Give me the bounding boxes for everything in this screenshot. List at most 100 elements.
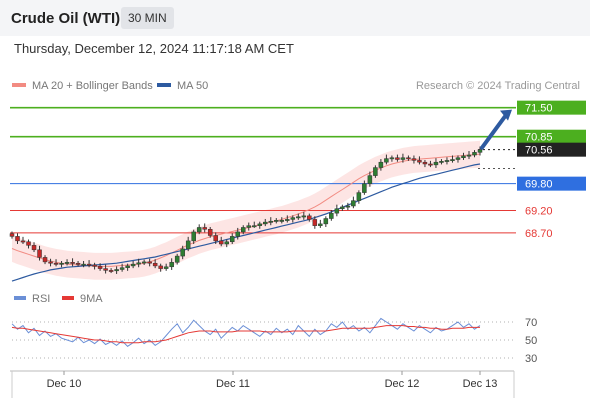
timestamp: Thursday, December 12, 2024 11:17:18 AM … (14, 41, 294, 56)
candle-body (257, 223, 263, 226)
candle-body (26, 241, 31, 246)
legend-rsi-swatch (14, 296, 26, 301)
candle-body (185, 240, 191, 250)
legend-9ma-swatch (62, 296, 74, 301)
candle-body (406, 157, 411, 160)
candle-body (334, 208, 340, 214)
candle-body (246, 225, 252, 228)
level-tag-70.85 (517, 129, 586, 144)
candle-body (97, 266, 103, 269)
candle-body (411, 158, 417, 161)
candle-body (373, 167, 378, 176)
candle-body (362, 183, 367, 193)
candle-body (191, 231, 196, 242)
candle-body (125, 265, 130, 268)
candle-body (240, 227, 246, 233)
candle-body (312, 219, 318, 226)
candle-body (417, 160, 422, 163)
interval-badge[interactable]: 30 MIN (121, 7, 174, 29)
candle-body (395, 157, 400, 160)
level-tag-71.50 (517, 100, 586, 115)
candle-body (323, 218, 329, 225)
candle-body (439, 161, 444, 163)
candle-body (9, 233, 15, 237)
candle-body (400, 157, 406, 160)
candle-body (296, 216, 301, 219)
candle-body (274, 220, 279, 222)
candle-body (340, 206, 345, 209)
candle-body (53, 262, 59, 265)
bollinger-band (12, 140, 480, 280)
candle-body (307, 215, 312, 220)
candle-body (75, 262, 81, 265)
legend-ma50: MA 50 (157, 80, 208, 92)
candle-body (108, 270, 114, 272)
candle-body (92, 264, 97, 267)
candle-body (433, 161, 439, 166)
legend-ma20-label: MA 20 + Bollinger Bands (32, 80, 153, 92)
candle-body (202, 227, 207, 230)
candle-body (367, 175, 373, 184)
level-label-68.70: 68.70 (525, 228, 553, 240)
level-label-69.20: 69.20 (525, 205, 553, 217)
candle-body (130, 263, 136, 267)
candle-body (472, 152, 477, 156)
legend-rsi-label: RSI (32, 293, 51, 305)
rsi-tick-50: 50 (525, 335, 537, 347)
candle-body (444, 160, 450, 162)
credit-text: Research © 2024 Trading Central (415, 80, 580, 92)
candle-body (428, 163, 433, 166)
candle-body (169, 262, 174, 268)
candle-body (268, 220, 274, 223)
candle-body (147, 261, 152, 264)
legend-ma50-swatch (157, 83, 171, 88)
instrument-title: Crude Oil (WTI) (11, 10, 121, 27)
candle-body (301, 215, 307, 218)
candle-body (389, 157, 395, 160)
candle-body (48, 261, 53, 264)
candle-body (422, 161, 428, 165)
candle-body (207, 228, 213, 236)
rsi-series-rsi (11, 317, 481, 347)
candle-body (384, 158, 389, 163)
candle-body (20, 240, 26, 243)
x-label-Dec 12: Dec 12 (385, 378, 420, 390)
candle-body (477, 149, 483, 153)
candle-body (351, 200, 356, 207)
candle-body (119, 267, 125, 270)
candle-body (229, 236, 235, 243)
candle-body (252, 225, 257, 228)
candle-body (59, 262, 64, 265)
rsi-series-9ma (11, 325, 480, 344)
candle-body (461, 155, 466, 158)
candle-body (37, 249, 42, 258)
candle-body (450, 159, 455, 161)
candle-body (64, 262, 70, 264)
legend-ma20: MA 20 + Bollinger Bands (12, 80, 153, 92)
level-label-70.56: 70.56 (525, 145, 553, 157)
candle-body (235, 231, 240, 237)
candle-body (180, 248, 185, 257)
candle-body (15, 236, 20, 242)
candle-body (158, 265, 163, 269)
candle-body (196, 227, 202, 233)
candle-body (356, 192, 362, 201)
candle-body (81, 263, 86, 266)
candle-body (279, 220, 285, 222)
x-label-Dec 11: Dec 11 (216, 378, 250, 390)
level-label-71.50: 71.50 (525, 103, 553, 115)
rsi-tick-30: 30 (525, 353, 537, 365)
candle-body (224, 241, 229, 245)
candle-body (455, 157, 461, 160)
candle-body (290, 217, 296, 220)
candle-body (31, 245, 37, 251)
candle-body (218, 240, 224, 245)
candle-body (114, 269, 119, 272)
rsi-tick-70: 70 (525, 317, 537, 329)
candle-body (263, 221, 268, 225)
level-label-70.85: 70.85 (525, 132, 553, 144)
projection-arrow-shaft (480, 111, 509, 150)
legend-ma20-swatch (12, 83, 26, 88)
level-tag-70.56 (517, 142, 586, 157)
